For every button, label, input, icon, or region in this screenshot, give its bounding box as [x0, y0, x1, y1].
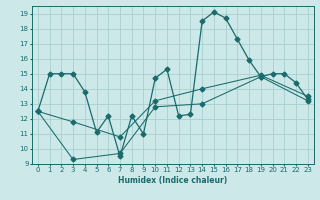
- X-axis label: Humidex (Indice chaleur): Humidex (Indice chaleur): [118, 176, 228, 185]
